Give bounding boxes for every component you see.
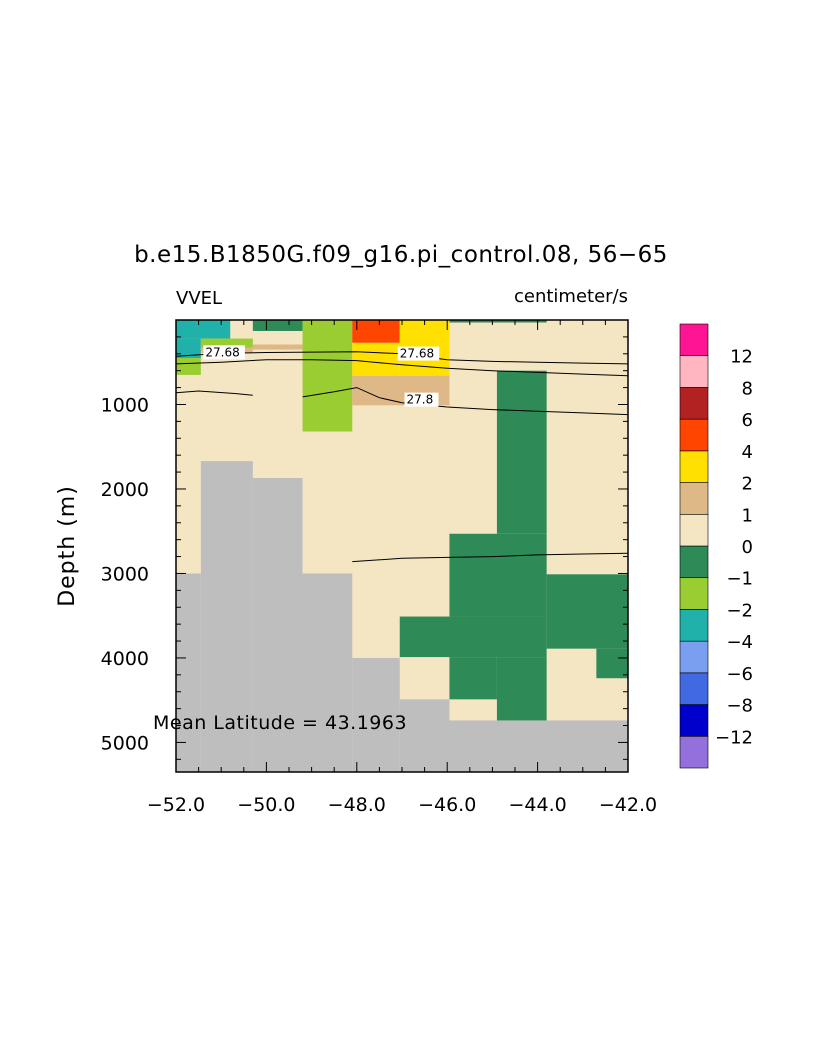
colorbar-swatch [679,640,709,674]
x-tick-label: −46.0 [418,794,476,816]
land-cell [302,573,353,772]
axis-ticks: −52.0 −50.0 −48.0 −46.0 −44.0 −42.0 1000 2000 30… [101,320,657,816]
velocity-cell [449,320,547,323]
land-cell [200,461,253,772]
contour-label-box [404,392,439,407]
units-label: centimeter/s [514,286,628,307]
velocity-cell [176,358,201,375]
contour-label-box [203,345,245,360]
y-axis-label: Depth (m) [55,485,80,607]
x-tick-label: −50.0 [237,794,295,816]
velocity-cell [449,657,497,700]
colorbar-swatch [679,672,709,705]
colorbar-swatch [679,387,709,420]
velocity-cell [176,338,201,359]
x-tick-label: −52.0 [147,794,205,816]
y-tick-label: 5000 [101,732,149,754]
velocity-cell [252,320,303,331]
velocity-cell [352,320,400,343]
contour-label-box [397,346,440,361]
colorbar-label: −8 [726,696,753,717]
colorbar-label: −1 [726,569,753,590]
velocity-cell [252,344,303,350]
y-tick-label: 4000 [101,648,149,670]
mean-latitude-annotation: Mean Latitude = 43.1963 [153,712,407,734]
colorbar-swatch [679,482,709,515]
velocity-cell [302,320,353,432]
land-cell [176,573,201,772]
colorbar-swatch [679,735,709,769]
contour-label: 27.68 [400,347,434,361]
land-cell [399,699,450,772]
chart-title: b.e15.B1850G.f09_g16.pi_control.08, 56−6… [134,242,668,268]
colorbar-label: 0 [742,537,753,558]
velocity-cell [399,616,547,658]
colorbar-swatch [679,577,709,610]
density-contours: 27.68 27.68 27.8 [175,345,629,563]
land-mask [176,461,628,772]
colorbar-swatch [679,609,709,642]
colorbar-label: −4 [726,632,753,653]
colorbar-swatch [679,355,709,388]
variable-label: VVEL [176,288,222,309]
colorbar-label: −12 [715,727,753,748]
land-cell [449,720,628,772]
colorbar-label: 1 [742,505,753,526]
land-cell [252,477,303,772]
colorbar-swatch [679,704,709,737]
colorbar-label: −2 [726,600,753,621]
x-tick-label: −44.0 [508,794,566,816]
velocity-cell [449,533,547,617]
plot-area: 27.68 27.68 27.8 −52.0 −50.0 −48.0 −46.0 −44.0… [101,319,657,816]
colorbar-swatch [679,513,709,547]
density-contour-line [175,359,629,377]
colorbar-label: 4 [742,442,753,463]
contour-label: 27.68 [205,345,239,359]
velocity-cell [352,342,400,376]
colorbar-swatch [679,545,709,579]
colorbar-label: 2 [742,474,753,495]
velocity-cell [176,320,231,339]
velocity-cell [596,648,628,679]
colorbar-label: 12 [730,347,753,368]
velocity-cell [496,370,547,534]
density-contour-line [352,552,629,563]
velocity-cell [546,574,628,649]
y-tick-label: 2000 [101,479,149,501]
y-tick-label: 3000 [101,563,149,585]
velocity-cell [496,657,547,721]
velocity-cell [200,338,253,348]
y-tick-label: 1000 [101,394,149,416]
colorbar-swatch [679,450,709,483]
contour-label: 27.8 [407,393,434,407]
density-contour-line [175,390,253,396]
x-tick-label: −42.0 [599,794,657,816]
colorbar-swatch [679,323,709,357]
land-cell [352,657,400,772]
colorbar-swatch [679,418,709,452]
x-tick-label: −48.0 [328,794,386,816]
colorbar-label: −6 [726,664,753,685]
colorbar-label: 8 [742,378,753,399]
colorbar-label: 6 [742,410,753,431]
